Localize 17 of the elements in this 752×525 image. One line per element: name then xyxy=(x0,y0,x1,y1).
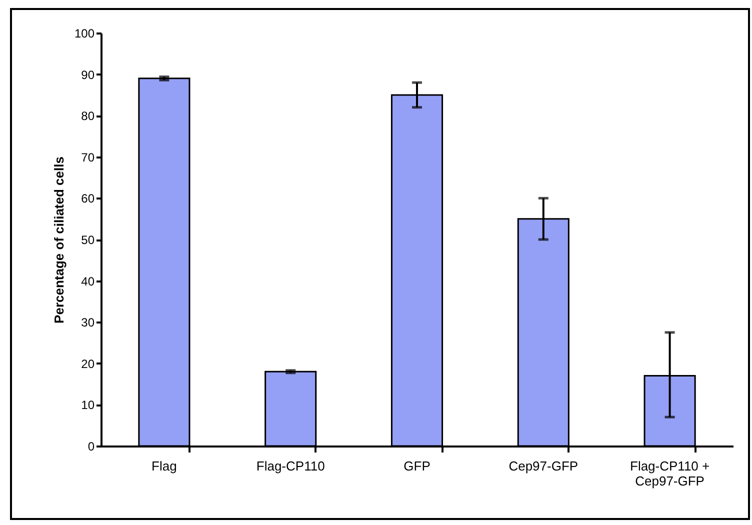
x-tick-label: Cep97-GFP xyxy=(508,458,578,474)
y-tick-label: 70 xyxy=(81,150,95,164)
x-tick-label: GFP xyxy=(404,458,430,474)
y-tick-label: 100 xyxy=(74,26,95,40)
y-tick-label: 0 xyxy=(88,440,95,454)
y-tick-label: 60 xyxy=(81,192,95,206)
x-tick-label: Flag-CP110 + Cep97-GFP xyxy=(630,458,710,488)
y-tick-label: 90 xyxy=(81,68,95,82)
x-tick-label: Flag xyxy=(152,458,177,474)
y-tick-label: 80 xyxy=(81,109,95,124)
y-tick-label: 30 xyxy=(81,316,95,330)
y-tick-label: 10 xyxy=(81,398,95,412)
y-tick-label: 20 xyxy=(81,356,95,371)
x-tick-label: Flag-CP110 xyxy=(256,458,325,474)
y-tick-label: 50 xyxy=(81,233,95,247)
y-tick-label: 40 xyxy=(81,274,95,288)
y-axis-title: Percentage of ciliated cells xyxy=(51,156,66,324)
